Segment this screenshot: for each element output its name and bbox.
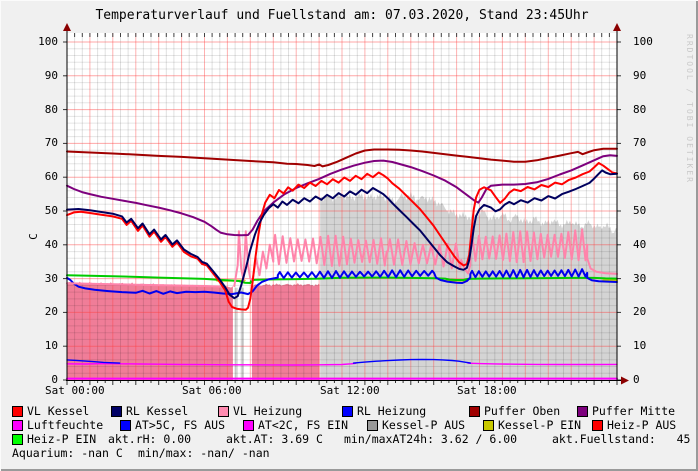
legend-label: RL Kessel [126,404,189,418]
y-tick-label: 90 [633,69,647,82]
y-tick-label: 10 [44,339,58,352]
luftfeuchte-swatch [12,420,23,431]
y-tick-label: 40 [44,238,58,251]
y-tick-label: 30 [44,272,58,285]
y-tick-label: 50 [44,204,58,217]
legend-label: VL Kessel [27,404,90,418]
rl-heizung-swatch [342,406,353,417]
stat-aquarium-minmax: min/max: -nan/ -nan [138,446,270,460]
legend-row: Luftfeuchte AT>5C, FS AUS AT<2C, FS EIN … [0,418,698,432]
stat-aquarium: Aquarium: -nan C [12,446,123,460]
y-tick-label: 20 [44,305,58,318]
legend-label: Heiz-P EIN [27,432,97,446]
legend-label: Heiz-P AUS [607,418,677,432]
legend-label: Luftfeuchte [27,418,104,432]
stat-minmax-at24h: min/maxAT24h: 3.62 / 6.00 [344,432,518,446]
vl-kessel-swatch [12,406,23,417]
y-tick-label: 60 [633,170,647,183]
y-tick-label: 100 [633,35,653,48]
y-tick-label: 0 [633,373,640,386]
y-tick-label: 70 [633,136,647,149]
y-tick-label: 80 [44,103,58,116]
puffer-mitte-swatch [577,406,588,417]
stat-akt-fuellstand: akt.Fuellstand: 45 [552,432,691,446]
legend-label: Puffer Oben [484,404,561,418]
at-aus-swatch [120,420,131,431]
y-tick-label: 50 [633,204,647,217]
y-tick-label: 30 [633,272,647,285]
y-tick-label: 40 [633,238,647,251]
y-tick-label: 70 [44,136,58,149]
vl-heizung-swatch [218,406,229,417]
heiz-p-aus-swatch [592,420,603,431]
y-tick-label: 20 [633,305,647,318]
legend-label: Puffer Mitte [592,404,676,418]
legend-label: Kessel-P AUS [382,418,466,432]
kessel-p-aus-swatch [367,420,378,431]
legend-label: RL Heizung [357,404,427,418]
legend-label: AT>5C, FS AUS [135,418,226,432]
y-tick-label: 60 [44,170,58,183]
x-tick-label: Sat 12:00 [320,384,380,397]
legend-row: VL Kessel RL Kessel VL Heizung RL Heizun… [0,404,698,418]
y-tick-label: 100 [38,35,58,48]
rrdtool-watermark: RRDTOOL / TOBI OETIKER [685,34,694,184]
legend-row: Aquarium: -nan C min/max: -nan/ -nan [0,446,698,460]
legend-label: Kessel-P EIN [498,418,582,432]
kessel-p-ein-swatch [483,420,494,431]
x-tick-label: Sat 18:00 [457,384,517,397]
stat-akt-at: akt.AT: 3.69 C [226,432,323,446]
y-tick-label: 90 [44,69,58,82]
legend-label: AT<2C, FS EIN [258,418,349,432]
x-tick-label: Sat 06:00 [182,384,242,397]
y-tick-label: 80 [633,103,647,116]
y-axis-unit-label: C [26,233,40,240]
puffer-oben-swatch [469,406,480,417]
heiz-p-ein-swatch [12,434,23,445]
legend-label: VL Heizung [233,404,303,418]
y-tick-label: 0 [51,373,58,386]
rl-kessel-swatch [111,406,122,417]
at-ein-swatch [243,420,254,431]
stat-akt-rh: akt.rH: 0.00 [108,432,192,446]
x-tick-label: Sat 00:00 [45,384,105,397]
y-tick-label: 10 [633,339,647,352]
chart-title: Temperaturverlauf und Fuellstand am: 07.… [95,8,589,23]
legend-row: Heiz-P EIN akt.rH: 0.00 akt.AT: 3.69 C m… [0,432,698,446]
